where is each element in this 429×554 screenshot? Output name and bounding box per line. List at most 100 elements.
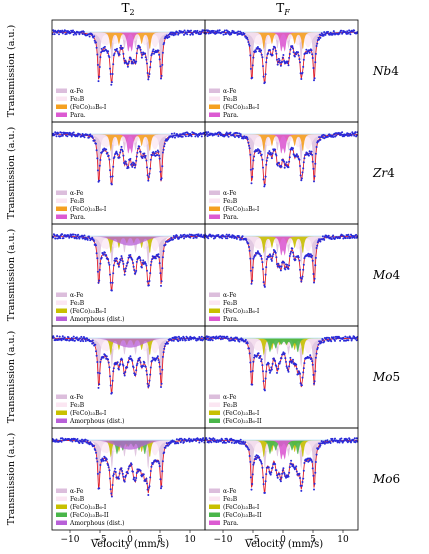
legend-swatch-para [209,214,220,219]
legend-swatch-fe2b [56,402,67,407]
legend-label-amorphous: Amorphous (dist.) [69,418,125,425]
legend-swatch-fe2b [209,496,220,501]
row-label-Mo5: Mo5 [372,370,400,384]
legend-label-fe2b: Fe₂B [70,300,85,307]
row-label-Zr4: Zr4 [372,166,395,180]
legend-label-fe2b: Fe₂B [223,198,238,205]
legend-swatch-fecoB_II [56,512,67,517]
legend-swatch-para [209,520,220,525]
legend-swatch-fecoB_I [56,308,67,313]
legend-swatch-fe2b [209,96,220,101]
legend-label-fe2b: Fe₂B [70,198,85,205]
legend-swatch-para [209,316,220,321]
x-tick-label: 5 [310,535,316,545]
legend-label-alpha_fe: α-Fe [70,394,84,401]
y-axis-label-Mo5: Transmission (a.u.) [6,331,17,423]
legend-label-fe2b: Fe₂B [70,496,85,503]
legend-swatch-para [56,214,67,219]
legend-swatch-alpha_fe [209,88,220,93]
legend-swatch-fecoB_I [209,504,220,509]
legend-swatch-fecoB_I [209,206,220,211]
legend-label-fecoB_I: (FeCo)₂₃B₆-I [223,206,260,213]
legend-swatch-alpha_fe [56,88,67,93]
x-tick-label: 5 [157,535,163,545]
legend-label-fe2b: Fe₂B [70,96,85,103]
legend-label-fe2b: Fe₂B [223,300,238,307]
row-label-Nb4: Nb4 [372,64,399,78]
legend-label-fe2b: Fe₂B [223,96,238,103]
y-axis-label-Zr4: Transmission (a.u.) [6,127,17,219]
legend-label-alpha_fe: α-Fe [70,88,84,95]
legend-swatch-fecoB_II [209,512,220,517]
x-tick-label: −5 [93,535,107,545]
legend-swatch-fecoB_I [56,410,67,415]
legend-label-fe2b: Fe₂B [223,496,238,503]
x-tick-label: −5 [246,535,260,545]
row-label-Mo6: Mo6 [372,472,400,486]
legend-label-para: Para. [70,112,86,119]
legend-swatch-para [209,112,220,117]
x-tick-label: 10 [337,535,349,545]
legend-label-alpha_fe: α-Fe [223,292,237,299]
legend-label-amorphous: Amorphous (dist.) [69,316,125,323]
legend: α-FeFe₂B(FeCo)₂₃B₆-I(FeCo)₂₃B₆-IIAmorpho… [56,488,125,527]
x-axis-label-left: Velocity (mm/s) [90,539,169,550]
legend-label-para: Para. [70,214,86,221]
legend-swatch-fecoB_I [56,504,67,509]
legend-swatch-fecoB_II [209,418,220,423]
legend-label-alpha_fe: α-Fe [70,488,84,495]
x-tick-label: −10 [61,535,80,545]
legend-label-alpha_fe: α-Fe [223,190,237,197]
legend-label-fecoB_I: (FeCo)₂₃B₆-I [70,104,107,111]
legend-swatch-alpha_fe [56,292,67,297]
legend-swatch-fe2b [56,198,67,203]
y-axis-label-Nb4: Transmission (a.u.) [6,25,17,117]
legend-swatch-para [56,112,67,117]
legend-label-amorphous: Amorphous (dist.) [69,520,125,527]
column-title-T2: T2 [121,1,134,17]
legend-label-alpha_fe: α-Fe [223,88,237,95]
legend-label-fecoB_I: (FeCo)₂₃B₆-I [223,504,260,511]
legend-swatch-fecoB_I [209,410,220,415]
legend-label-para: Para. [223,112,239,119]
legend-label-para: Para. [223,520,239,527]
legend-swatch-fe2b [56,496,67,501]
row-label-Mo4: Mo4 [372,268,401,282]
x-tick-label: 0 [127,535,133,545]
legend-swatch-amorphous [56,316,67,321]
legend-swatch-amorphous [56,520,67,525]
legend-label-fe2b: Fe₂B [223,402,238,409]
legend-label-alpha_fe: α-Fe [70,292,84,299]
panel-Mo6-T2: α-FeFe₂B(FeCo)₂₃B₆-I(FeCo)₂₃B₆-IIAmorpho… [51,427,206,531]
legend-swatch-alpha_fe [209,488,220,493]
legend-label-fecoB_I: (FeCo)₂₃B₆-I [70,308,107,315]
legend-label-fecoB_I: (FeCo)₂₃B₆-I [223,104,260,111]
legend-swatch-alpha_fe [209,292,220,297]
legend-swatch-fe2b [209,198,220,203]
legend-label-alpha_fe: α-Fe [223,394,237,401]
x-tick-label: −10 [214,535,233,545]
legend-label-fecoB_I: (FeCo)₂₃B₆-I [70,410,107,417]
legend-swatch-amorphous [56,418,67,423]
legend-label-alpha_fe: α-Fe [223,488,237,495]
column-title-TF: TF [276,1,290,17]
legend-label-fecoB_I: (FeCo)₂₃B₆-I [223,410,260,417]
legend-swatch-fe2b [56,96,67,101]
